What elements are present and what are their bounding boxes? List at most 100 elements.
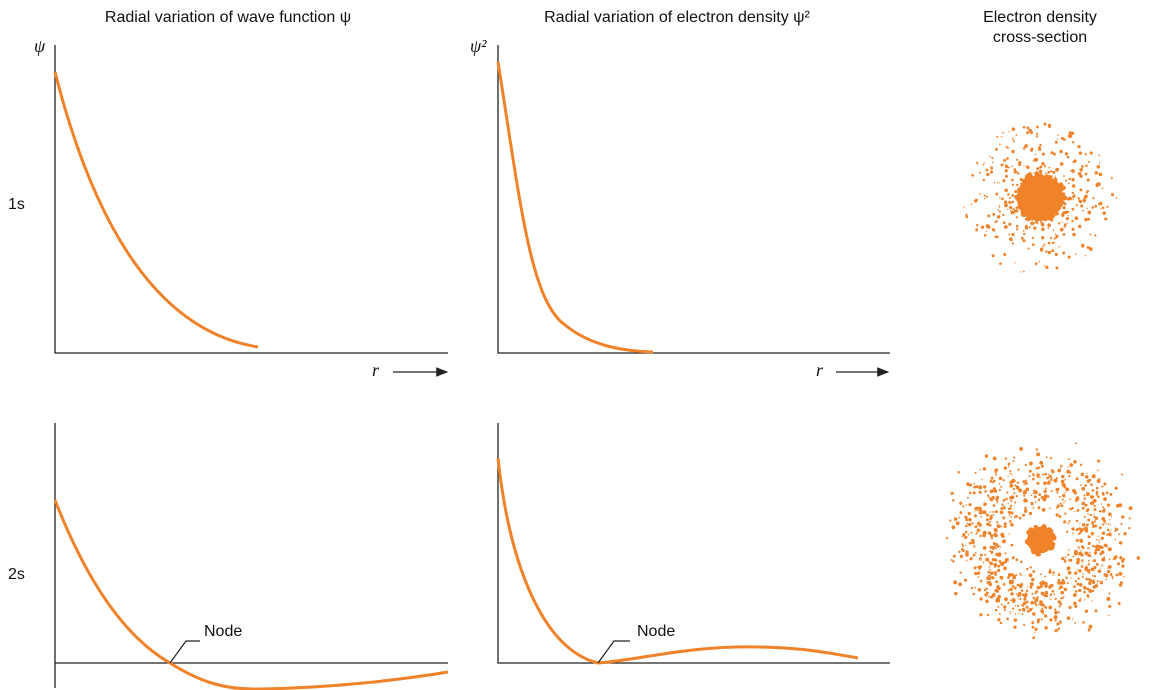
density-dot bbox=[988, 523, 992, 527]
density-dot bbox=[979, 579, 983, 583]
density-dot bbox=[1044, 626, 1048, 630]
density-dot bbox=[957, 471, 960, 474]
density-dot bbox=[1079, 168, 1083, 172]
density-dot bbox=[989, 479, 993, 483]
density-dot bbox=[1030, 600, 1035, 605]
density-dot bbox=[1024, 506, 1027, 510]
density-dot bbox=[1038, 260, 1041, 263]
density-dot bbox=[1031, 592, 1034, 595]
density-dot bbox=[992, 161, 994, 164]
density-dot bbox=[1035, 448, 1038, 451]
density-dot bbox=[1106, 503, 1111, 507]
density-dot bbox=[1091, 474, 1096, 479]
density-dot bbox=[1121, 473, 1124, 476]
density-dot bbox=[1071, 184, 1076, 188]
density-dot bbox=[1094, 516, 1099, 520]
density-dot bbox=[1063, 520, 1067, 524]
density-dot bbox=[1005, 145, 1007, 148]
density-dot bbox=[1081, 559, 1084, 562]
density-dot bbox=[1000, 476, 1002, 479]
density-dot bbox=[978, 506, 982, 511]
density-dot bbox=[998, 181, 1000, 184]
density-dot bbox=[990, 476, 994, 480]
density-dot bbox=[1008, 200, 1012, 204]
density-dot bbox=[1081, 576, 1084, 579]
density-dot bbox=[1057, 222, 1061, 225]
density-dot bbox=[958, 550, 961, 554]
density-dot bbox=[1123, 575, 1125, 578]
density-dot bbox=[991, 558, 995, 562]
density-dot bbox=[1044, 614, 1048, 618]
density-dot bbox=[1056, 622, 1060, 626]
density-dot bbox=[1076, 557, 1080, 562]
density-dot bbox=[1062, 251, 1066, 255]
density-dot bbox=[1047, 250, 1052, 255]
density-dot bbox=[1098, 154, 1101, 157]
density-dot bbox=[1117, 601, 1121, 605]
density-dot bbox=[1066, 210, 1070, 213]
density-dot bbox=[1073, 194, 1076, 197]
density-dot bbox=[1070, 170, 1072, 172]
density-dot bbox=[1014, 189, 1018, 194]
density-dot bbox=[1058, 515, 1062, 518]
density-dot bbox=[991, 156, 994, 160]
density-dot bbox=[1051, 249, 1055, 253]
density-dot bbox=[1016, 481, 1020, 484]
density-dot bbox=[1011, 200, 1015, 204]
density-dot bbox=[1004, 200, 1008, 204]
density-dot bbox=[1005, 467, 1008, 470]
density-dot bbox=[1025, 174, 1030, 179]
density-dot bbox=[1008, 533, 1010, 535]
density-dot bbox=[967, 552, 969, 555]
density-dot bbox=[979, 171, 981, 174]
density-dot bbox=[1014, 262, 1016, 264]
density-dot bbox=[1074, 442, 1077, 445]
density-dot bbox=[996, 182, 998, 184]
density-dot bbox=[1058, 245, 1061, 248]
density-dot bbox=[1068, 474, 1071, 478]
density-dot bbox=[1080, 201, 1082, 204]
density-dot bbox=[985, 557, 990, 562]
density-dot bbox=[1044, 605, 1048, 609]
density-dot bbox=[1091, 599, 1093, 602]
density-dot bbox=[969, 557, 973, 561]
density-dot bbox=[986, 581, 990, 584]
density-dot bbox=[997, 594, 1001, 599]
density-dot bbox=[998, 205, 1001, 207]
density-dot bbox=[985, 599, 989, 604]
density-dot bbox=[1061, 556, 1065, 561]
density-dot bbox=[1078, 197, 1080, 199]
density-dot bbox=[1068, 177, 1071, 181]
density-dot bbox=[1028, 608, 1033, 612]
density-dot bbox=[1054, 181, 1057, 184]
density-dot bbox=[1072, 618, 1074, 620]
density-dot bbox=[1091, 489, 1095, 492]
density-dot bbox=[1034, 153, 1037, 156]
density-dot bbox=[1019, 584, 1023, 589]
density-dot bbox=[1072, 141, 1075, 144]
density-dot bbox=[1035, 132, 1038, 135]
density-dot bbox=[1027, 247, 1030, 250]
density-dot bbox=[1060, 187, 1064, 191]
density-dot bbox=[1041, 508, 1046, 512]
density-dot bbox=[1085, 164, 1088, 167]
density-dot bbox=[1044, 172, 1047, 175]
density-dot bbox=[1093, 559, 1097, 563]
density-dot bbox=[1001, 197, 1004, 201]
density-dot bbox=[989, 520, 992, 523]
density-dot bbox=[985, 513, 989, 517]
density-dot bbox=[1068, 549, 1070, 551]
density-dot bbox=[1106, 533, 1109, 536]
density-dot bbox=[1009, 504, 1013, 507]
density-dot bbox=[965, 215, 969, 219]
density-dot bbox=[1026, 126, 1030, 130]
density-dot bbox=[999, 143, 1001, 146]
density-dot bbox=[1064, 478, 1067, 481]
density-dot bbox=[1103, 482, 1107, 486]
density-dot bbox=[1079, 463, 1083, 467]
density-dot bbox=[1039, 165, 1043, 169]
density-dot bbox=[1039, 476, 1041, 479]
density-dot bbox=[1014, 516, 1017, 519]
density-dot bbox=[1025, 592, 1028, 596]
density-dot bbox=[1032, 160, 1034, 162]
